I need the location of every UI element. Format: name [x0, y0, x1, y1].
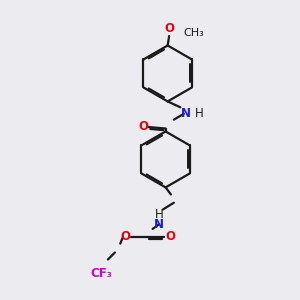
- Text: O: O: [120, 230, 130, 243]
- Text: CF₃: CF₃: [90, 267, 112, 280]
- Text: CH₃: CH₃: [183, 28, 204, 38]
- Text: N: N: [181, 107, 191, 120]
- Text: H: H: [155, 208, 164, 221]
- Text: O: O: [138, 120, 148, 133]
- Text: O: O: [164, 22, 174, 34]
- Text: H: H: [195, 107, 203, 120]
- Text: O: O: [165, 230, 175, 243]
- Text: N: N: [154, 218, 164, 231]
